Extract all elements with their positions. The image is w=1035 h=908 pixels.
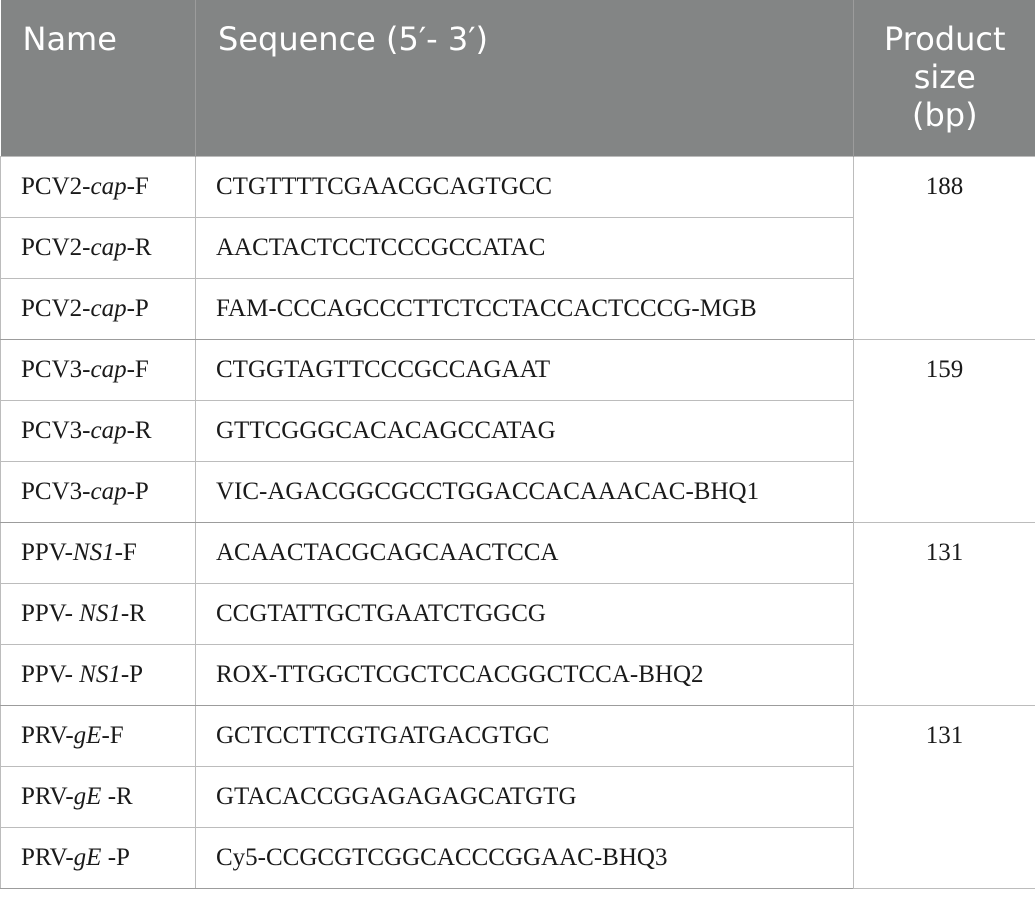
table-row: PCV2-cap-F CTGTTTTCGAACGCAGTGCC 188 — [0, 155, 1035, 340]
primer-prefix: PCV2- — [21, 172, 91, 200]
table-row: PPV- NS1-R CCGTATTGCTGAATCTGGCG — [0, 582, 1035, 645]
gene-name: cap — [90, 233, 127, 261]
sequence-cell: VIC-AGACGGCGCCTGGACCACAAACAC-BHQ1 — [195, 460, 854, 523]
sequence-cell: GTACACCGGAGAGAGCATGTG — [195, 765, 854, 828]
gene-name: cap — [90, 172, 127, 200]
sequence-cell: GTTCGGGCACACAGCCATAG — [195, 399, 854, 462]
gene-name: NS1 — [79, 660, 121, 688]
table-row: PPV-NS1-F ACAACTACGCAGCAACTCCA 131 — [0, 521, 1035, 706]
table-row: PRV-gE -R GTACACCGGAGAGAGCATGTG — [0, 765, 1035, 828]
primer-suffix: -P — [101, 843, 130, 871]
header-size-line-1: Product — [884, 20, 1006, 58]
primer-suffix: -F — [126, 355, 149, 383]
primer-prefix: PCV3- — [21, 416, 91, 444]
sequence-cell: Cy5-CCGCGTCGGCACCCGGAAC-BHQ3 — [195, 826, 854, 889]
table-row: PRV-gE -P Cy5-CCGCGTCGGCACCCGGAAC-BHQ3 — [0, 826, 1035, 889]
sequence-cell: FAM-CCCAGCCCTTCTCCTACCACTCCCG-MGB — [195, 277, 854, 340]
primer-suffix: -P — [126, 294, 149, 322]
primer-suffix: -F — [101, 721, 124, 749]
gene-name: cap — [90, 355, 127, 383]
table-row: PCV2-cap-R AACTACTCCTCCCGCCATAC — [0, 216, 1035, 279]
primer-prefix: PCV2- — [21, 294, 91, 322]
primer-prefix: PCV3- — [21, 477, 91, 505]
sequence-cell: CTGGTAGTTCCCGCCAGAAT — [195, 338, 854, 401]
primer-name-cell: PCV2-cap-P — [0, 277, 196, 340]
primer-prefix: PRV- — [21, 782, 74, 810]
product-size-cell: 188 — [853, 155, 1035, 340]
gene-name: cap — [90, 294, 127, 322]
primer-suffix: -F — [126, 172, 149, 200]
header-size-line-3: (bp) — [911, 96, 978, 134]
header-sequence: Sequence (5′- 3′) — [195, 0, 854, 156]
table-row: PCV3-cap-R GTTCGGGCACACAGCCATAG — [0, 399, 1035, 462]
primer-suffix: -R — [101, 782, 133, 810]
gene-name: cap — [90, 477, 127, 505]
table-row: PCV3-cap-F CTGGTAGTTCCCGCCAGAAT 159 — [0, 338, 1035, 523]
gene-name: NS1 — [72, 538, 115, 566]
table-row: PCV3-cap-P VIC-AGACGGCGCCTGGACCACAAACAC-… — [0, 460, 1035, 523]
primer-suffix: -R — [126, 233, 152, 261]
table-body: PCV2-cap-F CTGTTTTCGAACGCAGTGCC 188 PCV2… — [0, 155, 1035, 889]
primer-name-cell: PCV3-cap-P — [0, 460, 196, 523]
sequence-cell: AACTACTCCTCCCGCCATAC — [195, 216, 854, 279]
primer-prefix: PRV- — [21, 721, 74, 749]
table-row: PRV-gE-F GCTCCTTCGTGATGACGTGC 131 — [0, 704, 1035, 889]
sequence-cell: ACAACTACGCAGCAACTCCA — [195, 521, 854, 584]
primer-name-cell: PRV-gE -R — [0, 765, 196, 828]
primer-prefix: PCV2- — [21, 233, 91, 261]
table-row: PPV- NS1-P ROX-TTGGCTCGCTCCACGGCTCCA-BHQ… — [0, 643, 1035, 706]
sequence-cell: GCTCCTTCGTGATGACGTGC — [195, 704, 854, 767]
gene-name: NS1 — [79, 599, 121, 627]
gene-name: gE — [73, 782, 102, 810]
primer-name-cell: PPV- NS1-P — [0, 643, 196, 706]
primer-suffix: -P — [126, 477, 149, 505]
primer-name-cell: PCV2-cap-F — [0, 155, 196, 218]
gene-name: gE — [73, 843, 102, 871]
primer-name-cell: PRV-gE -P — [0, 826, 196, 889]
primer-prefix: PPV- — [21, 538, 73, 566]
gene-name: cap — [90, 416, 127, 444]
header-row: Name Sequence (5′- 3′) Product size (bp) — [0, 0, 1035, 156]
primer-name-cell: PCV3-cap-R — [0, 399, 196, 462]
product-size-cell: 131 — [853, 521, 1035, 706]
primer-suffix: -R — [120, 599, 146, 627]
primer-prefix: PRV- — [21, 843, 74, 871]
primer-table: Name Sequence (5′- 3′) Product size (bp)… — [0, 0, 1035, 889]
primer-suffix: -R — [126, 416, 152, 444]
sequence-cell: CCGTATTGCTGAATCTGGCG — [195, 582, 854, 645]
header-product-size: Product size (bp) — [853, 0, 1035, 156]
product-size-cell: 131 — [853, 704, 1035, 889]
primer-suffix: -P — [120, 660, 144, 688]
primer-name-cell: PPV-NS1-F — [0, 521, 196, 584]
primer-prefix: PPV- — [21, 660, 80, 688]
primer-prefix: PCV3- — [21, 355, 91, 383]
primer-name-cell: PCV3-cap-F — [0, 338, 196, 401]
primer-name-cell: PRV-gE-F — [0, 704, 196, 767]
primer-prefix: PPV- — [21, 599, 80, 627]
sequence-cell: ROX-TTGGCTCGCTCCACGGCTCCA-BHQ2 — [195, 643, 854, 706]
gene-name: gE — [73, 721, 102, 749]
primer-name-cell: PPV- NS1-R — [0, 582, 196, 645]
header-name: Name — [0, 0, 196, 156]
sequence-cell: CTGTTTTCGAACGCAGTGCC — [195, 155, 854, 218]
product-size-cell: 159 — [853, 338, 1035, 523]
primer-suffix: -F — [114, 538, 137, 566]
table-row: PCV2-cap-P FAM-CCCAGCCCTTCTCCTACCACTCCCG… — [0, 277, 1035, 340]
primer-name-cell: PCV2-cap-R — [0, 216, 196, 279]
header-size-line-2: size — [913, 58, 976, 96]
